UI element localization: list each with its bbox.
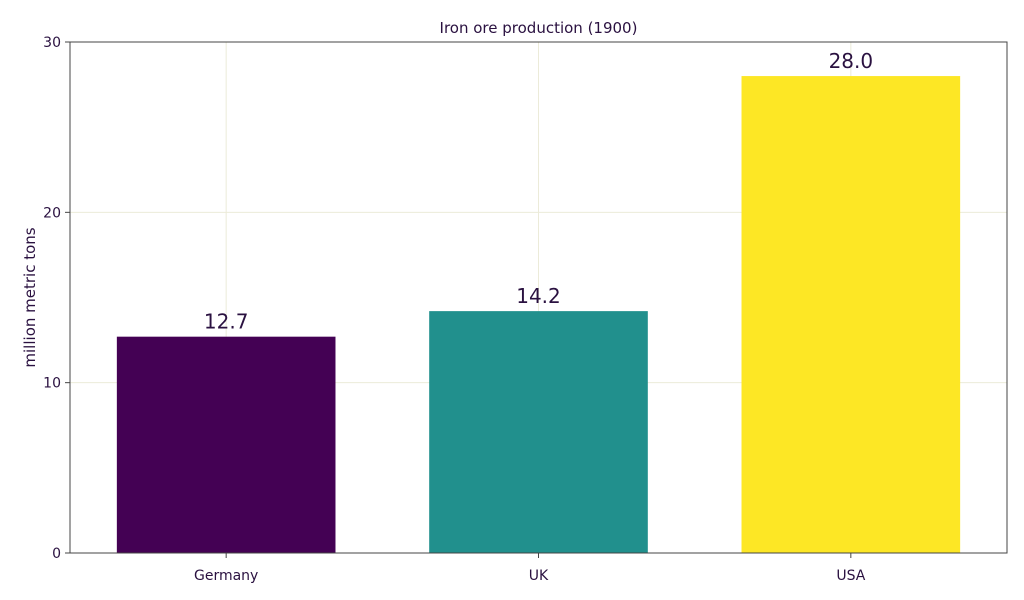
data-label: 12.7: [204, 310, 249, 334]
y-tick-label: 10: [43, 376, 61, 392]
chart-title: Iron ore production (1900): [440, 19, 638, 37]
x-tick-label: USA: [836, 568, 865, 584]
bar-uk: [429, 311, 648, 553]
y-tick-label: 0: [52, 546, 61, 562]
data-label: 14.2: [516, 284, 561, 308]
bar-layer: [116, 76, 961, 554]
data-label: 28.0: [829, 49, 874, 73]
y-tick-label: 20: [43, 205, 61, 221]
label-layer: 12.7 14.2 28.0: [204, 49, 873, 334]
y-tick-label: 30: [43, 35, 61, 51]
bar-usa: [741, 76, 961, 554]
y-axis-label: million metric tons: [21, 227, 39, 367]
bar-germany: [116, 336, 336, 553]
tick-layer: 0 10 20 30 Germany UK USA: [43, 35, 866, 584]
x-tick-label: UK: [529, 568, 549, 584]
x-tick-label: Germany: [194, 568, 258, 584]
